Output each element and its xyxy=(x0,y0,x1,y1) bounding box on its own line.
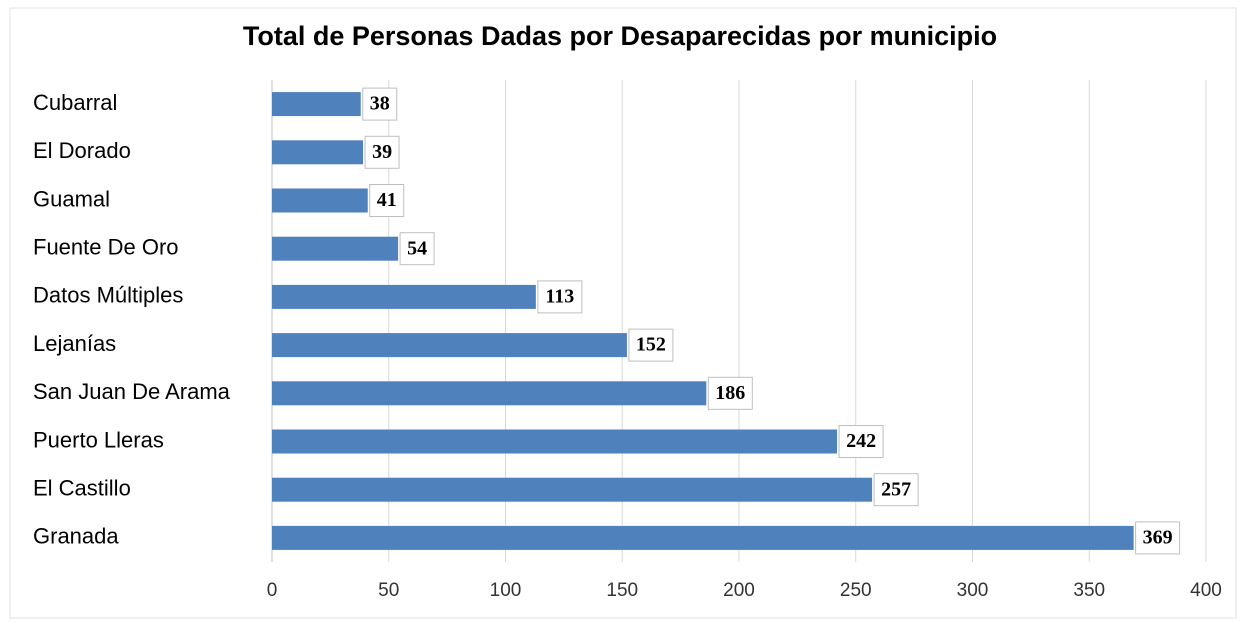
y-tick-label: Puerto Lleras xyxy=(33,427,164,452)
chart-border xyxy=(9,7,1237,619)
x-tick-label: 100 xyxy=(490,580,522,601)
x-tick-label: 50 xyxy=(378,580,399,601)
value-label-box xyxy=(362,87,398,121)
y-tick-label: Cubarral xyxy=(33,90,117,115)
value-label: 369 xyxy=(1143,526,1173,548)
x-tick-label: 250 xyxy=(840,580,872,601)
bar xyxy=(272,525,1134,550)
value-label-box xyxy=(707,376,753,410)
y-tick-label: Fuente De Oro xyxy=(33,235,179,260)
bar xyxy=(272,333,627,358)
y-tick-label: El Castillo xyxy=(33,476,131,501)
value-label-box xyxy=(537,280,583,314)
bar xyxy=(272,477,873,502)
bar xyxy=(272,236,399,261)
x-tick-label: 150 xyxy=(606,580,638,601)
y-tick-label: Datos Múltiples xyxy=(33,283,183,308)
x-tick-label: 350 xyxy=(1073,580,1105,601)
value-label: 54 xyxy=(407,237,427,259)
value-label: 38 xyxy=(370,93,390,115)
value-label: 242 xyxy=(846,430,876,452)
value-label-box xyxy=(399,232,435,266)
value-label-box xyxy=(873,473,919,507)
value-label-box xyxy=(838,425,884,458)
bar xyxy=(272,188,368,213)
value-label: 41 xyxy=(377,189,397,211)
bar xyxy=(272,284,536,309)
bar xyxy=(272,381,707,406)
x-tick-label: 300 xyxy=(957,580,989,601)
chart-title: Total de Personas Dadas por Desaparecida… xyxy=(243,21,997,51)
value-label-box xyxy=(369,184,405,217)
value-label: 152 xyxy=(636,334,666,356)
y-tick-label: Granada xyxy=(33,524,119,549)
bar xyxy=(272,92,361,117)
value-label: 186 xyxy=(715,382,745,404)
y-tick-label: Guamal xyxy=(33,186,110,211)
x-tick-label: 400 xyxy=(1190,580,1222,601)
value-label: 39 xyxy=(372,141,392,163)
value-label-box xyxy=(628,328,674,362)
x-tick-label: 200 xyxy=(723,580,755,601)
value-label: 257 xyxy=(881,478,911,500)
bar xyxy=(272,140,364,165)
value-label-box xyxy=(364,135,400,169)
y-tick-label: El Dorado xyxy=(33,138,131,163)
value-label: 113 xyxy=(545,285,574,307)
bar xyxy=(272,429,838,454)
y-tick-label: San Juan De Arama xyxy=(33,379,231,404)
y-tick-label: Lejanías xyxy=(33,331,116,356)
x-tick-label: 0 xyxy=(267,580,278,601)
value-label-box xyxy=(1135,521,1181,555)
